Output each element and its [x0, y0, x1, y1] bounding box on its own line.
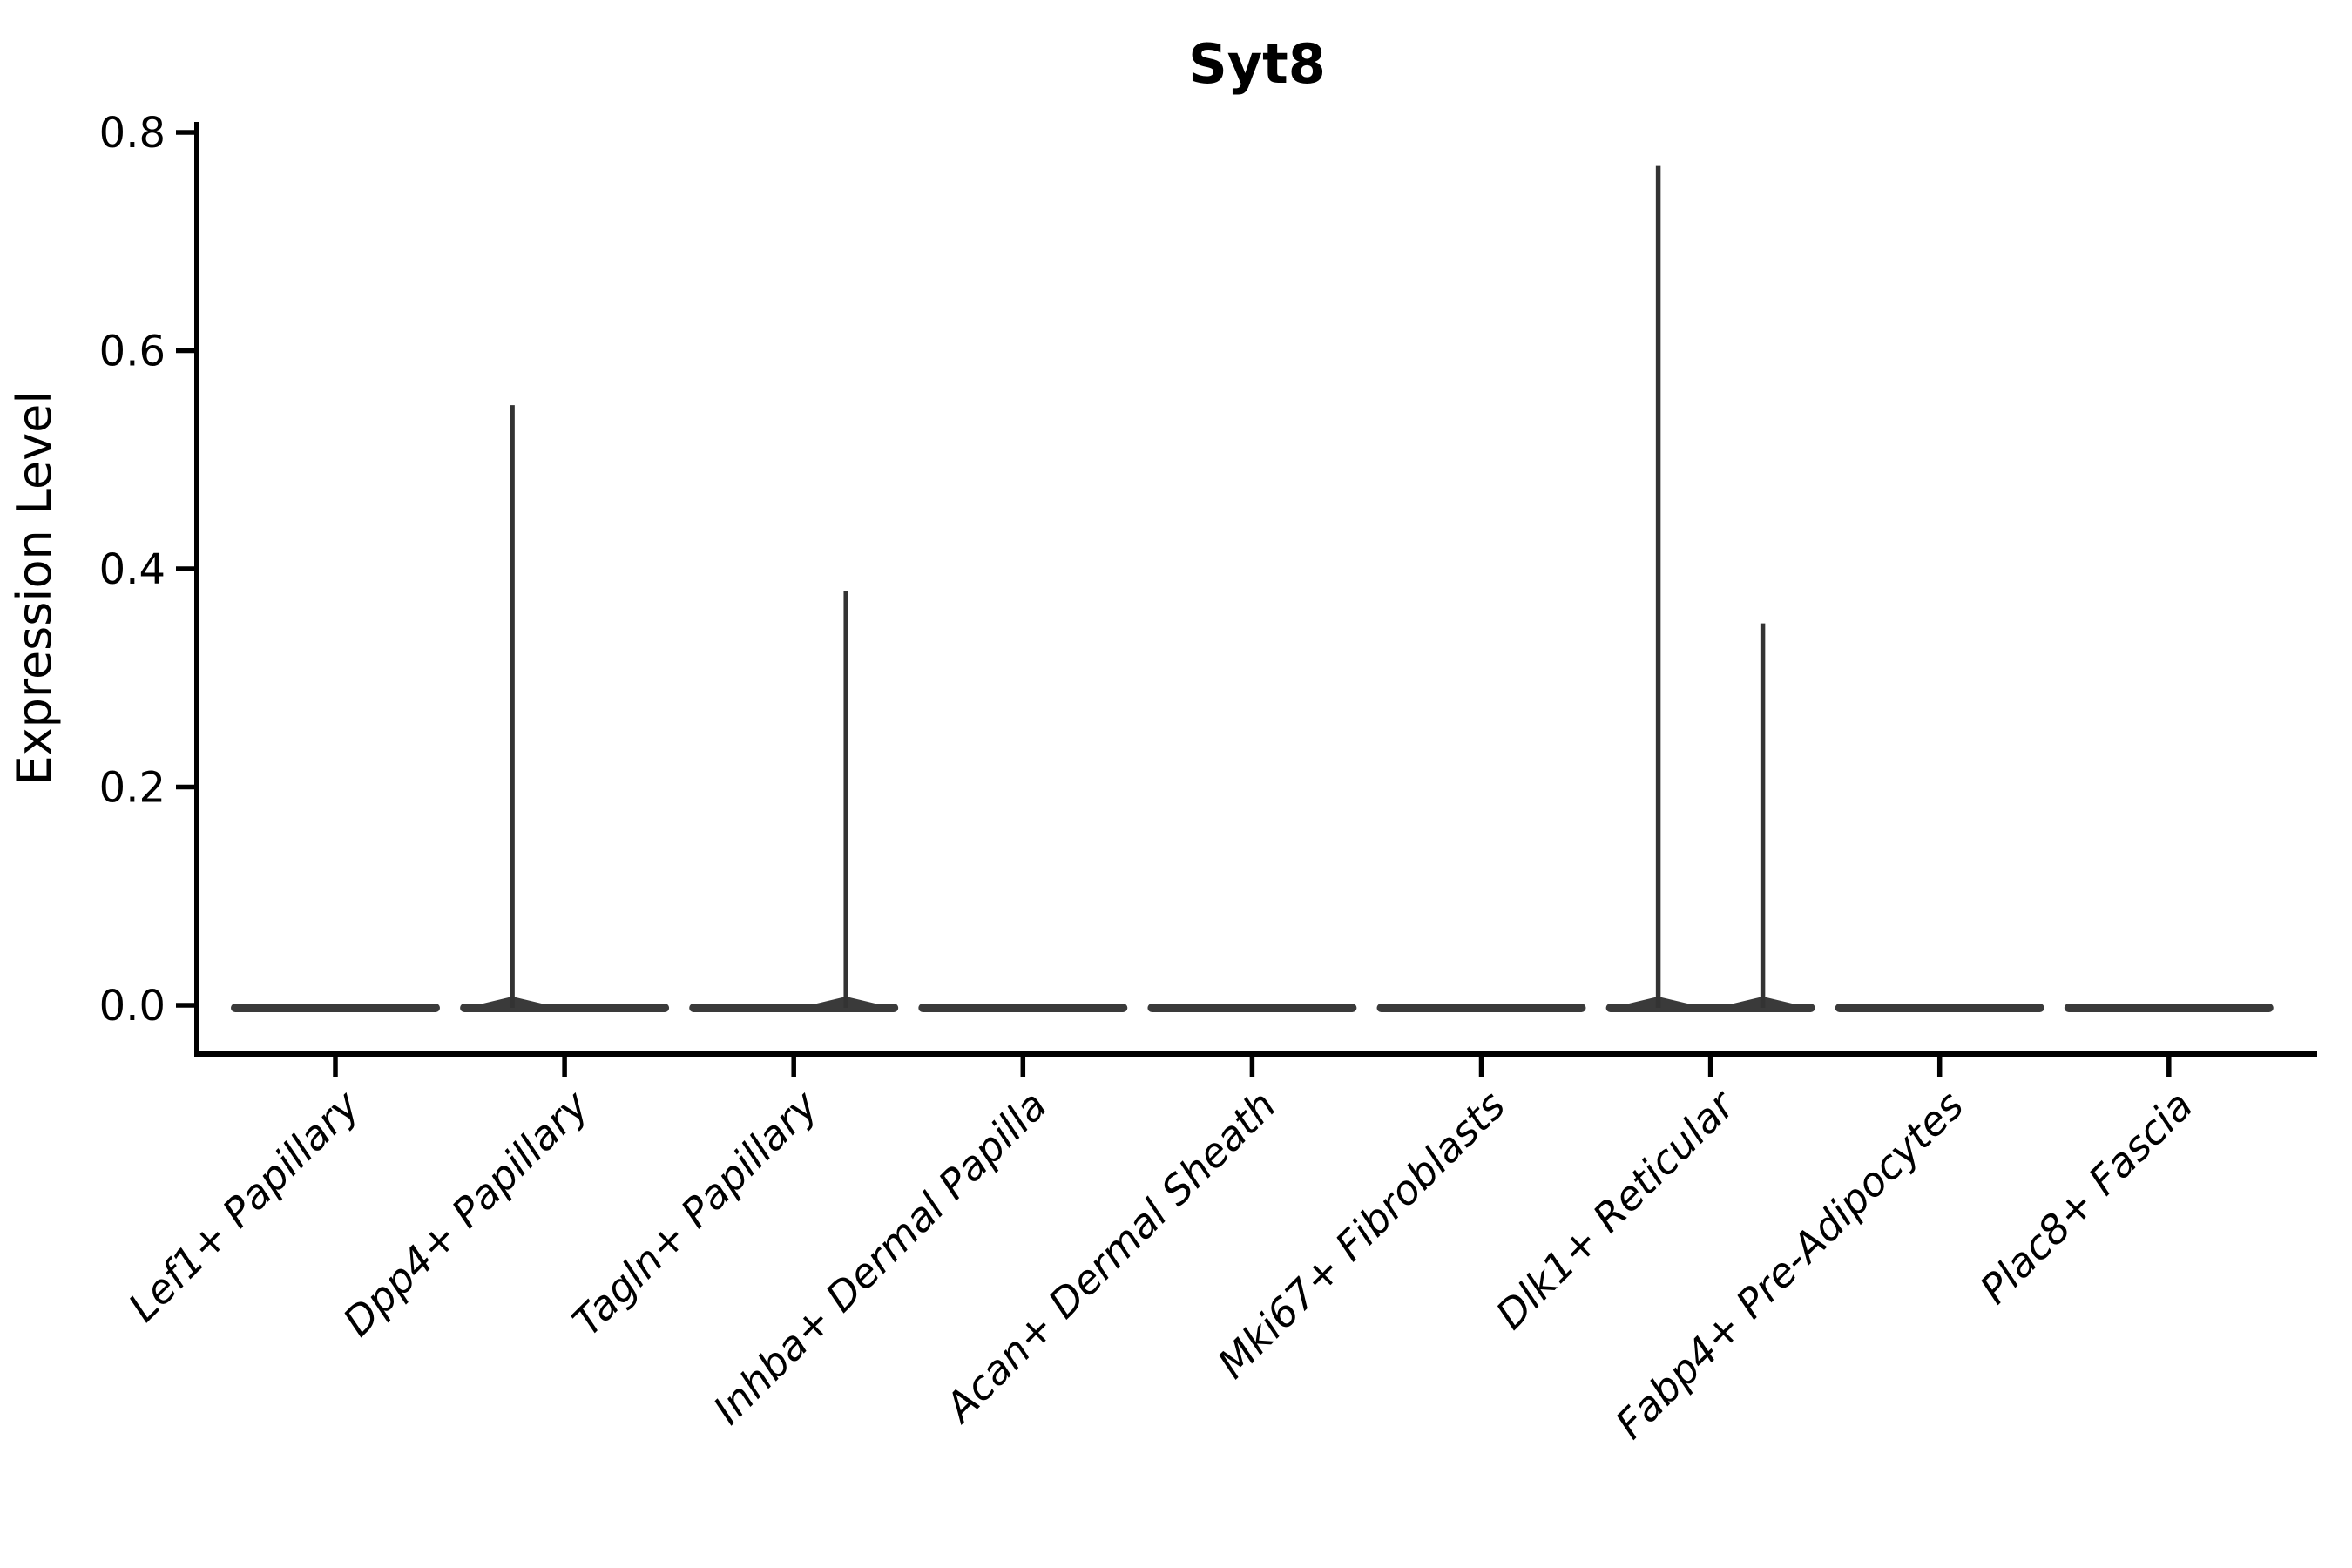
axis-spines: [194, 122, 2317, 1057]
violin-mki67-fibroblasts: [1376, 1004, 1586, 1012]
y-tick-label: 0.6: [99, 328, 166, 376]
x-tick-label: Dlk1+ Reticular: [1487, 1079, 1746, 1338]
violin-body: [1376, 1004, 1586, 1012]
violin-body: [231, 1004, 440, 1012]
y-tick-label: 0.8: [99, 109, 166, 158]
violin-fabp4-pre-adipocytes: [1835, 1004, 2044, 1012]
violin-body: [1147, 1004, 1357, 1012]
axes-layer: [194, 122, 2317, 1057]
violin-plac8-fascia: [2064, 1004, 2274, 1012]
violin-dpp4-papillary: [460, 405, 670, 1012]
violins-layer: [231, 165, 2274, 1012]
chart-title: Syt8: [1188, 32, 1326, 96]
violin-lef1-papillary: [231, 1004, 440, 1012]
violin-acan-dermal-sheath: [1147, 1004, 1357, 1012]
violin-tagln-papillary: [689, 591, 899, 1012]
y-tick-label: 0.4: [99, 545, 166, 594]
x-tick-label: Dpp4+ Papillary: [334, 1081, 598, 1345]
y-tick-label: 0.0: [99, 982, 166, 1031]
y-tick-label: 0.2: [99, 764, 166, 813]
x-tick-label: Lef1+ Papillary: [119, 1081, 368, 1330]
x-tick-label: Plac8+ Fascia: [1970, 1082, 2201, 1313]
violin-body: [2064, 1004, 2274, 1012]
violin-inhba-dermal-papilla: [918, 1004, 1128, 1012]
violin-body: [918, 1004, 1128, 1012]
violin-body: [1835, 1004, 2044, 1012]
y-axis-label: Expression Level: [7, 391, 62, 786]
x-tick-label: Tagln+ Papillary: [564, 1081, 828, 1345]
violin-dlk1-reticular: [1605, 165, 1815, 1012]
